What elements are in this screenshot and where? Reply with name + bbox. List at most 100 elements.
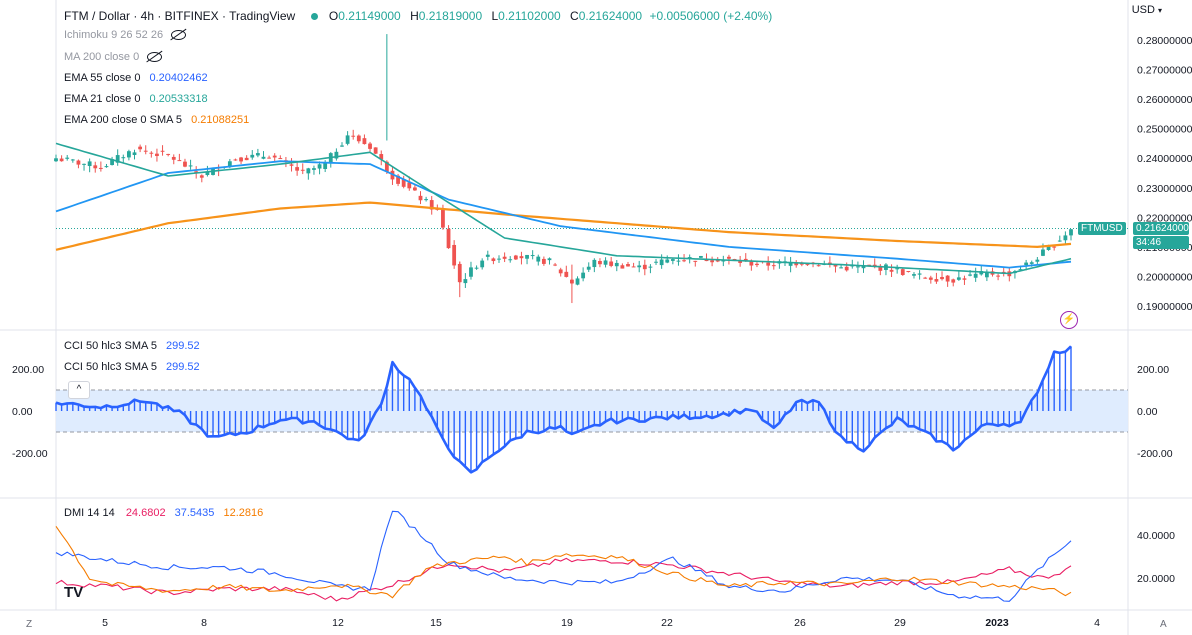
legend-ichimoku[interactable]: Ichimoku 9 26 52 26	[64, 29, 187, 41]
time-axis-label: 12	[332, 617, 344, 629]
candle-body	[138, 146, 143, 150]
adx-value: 12.2816	[223, 507, 264, 519]
time-axis-label: 15	[430, 617, 442, 629]
candle-body	[738, 260, 743, 263]
candle-body	[659, 259, 664, 266]
candle-body	[609, 261, 614, 266]
dmi-minus-value: 37.5435	[174, 507, 215, 519]
lightning-icon[interactable]: ⚡	[1060, 311, 1078, 329]
candle-body	[289, 164, 294, 166]
collapse-button[interactable]: ^	[68, 381, 90, 399]
candle-body	[418, 195, 423, 201]
candle-body	[491, 258, 496, 262]
candle-body	[149, 152, 154, 154]
hidden-eye-icon[interactable]	[147, 52, 163, 63]
candle-body	[1029, 262, 1034, 264]
candle-body	[1052, 246, 1057, 248]
candle-body	[76, 160, 81, 165]
last-price-tag: 0.21624000	[1133, 222, 1189, 235]
candle-body	[844, 266, 849, 271]
candle-body	[396, 175, 400, 184]
ema200-value: 0.21088251	[191, 114, 250, 126]
legend-ema55[interactable]: EMA 55 close 0 0.20402462	[64, 72, 208, 84]
price-tick-label: 0.20000000	[1137, 271, 1192, 283]
candle-body	[788, 262, 793, 266]
cci-axis-label-left: -200.00	[12, 448, 48, 460]
legend-cci-1[interactable]: CCI 50 hlc3 SMA 5 299.52	[64, 340, 200, 352]
ema200-label: EMA 200 close 0 SMA 5	[64, 114, 183, 126]
open-value: 0.21149000	[338, 9, 401, 23]
candle-body	[704, 259, 709, 262]
symbol-title[interactable]: FTM / Dollar · 4h · BITFINEX · TradingVi…	[64, 9, 296, 23]
candle-body	[895, 268, 900, 270]
candle-body	[962, 278, 967, 280]
candle-body	[654, 261, 658, 263]
candle-body	[805, 264, 810, 266]
ema21-value: 0.20533318	[149, 93, 208, 105]
dmi-axis-label: 40.0000	[1137, 530, 1175, 542]
change-value: +0.00506000 (+2.40%)	[649, 9, 773, 23]
high-value: 0.21819000	[418, 9, 483, 23]
candle-body	[485, 254, 490, 257]
legend-dmi[interactable]: DMI 14 14 24.6802 37.5435 12.2816	[64, 507, 263, 519]
currency-selector[interactable]: USD ▾	[1132, 4, 1162, 16]
ema21-line	[55, 142, 1072, 275]
candle-body	[856, 266, 860, 268]
time-axis-label: 2023	[985, 617, 1009, 629]
candle-body	[401, 179, 406, 187]
candle-body	[480, 260, 485, 268]
legend-ma200[interactable]: MA 200 close 0	[64, 51, 163, 63]
candle-body	[227, 161, 232, 167]
time-axis-label: 26	[794, 617, 806, 629]
candle-body	[65, 157, 70, 159]
candle-body	[771, 265, 776, 267]
candle-body	[1041, 249, 1045, 256]
time-axis-label: 29	[894, 617, 906, 629]
candle-body	[362, 138, 367, 145]
candle-body	[244, 157, 249, 161]
candle-body	[497, 258, 501, 260]
legend-ema21[interactable]: EMA 21 close 0 0.20533318	[64, 93, 208, 105]
tradingview-logo[interactable]: TV	[64, 584, 84, 601]
price-tick-label: 0.27000000	[1137, 65, 1192, 77]
candle-body	[934, 279, 939, 282]
candle-body	[306, 168, 311, 174]
candle-body	[541, 258, 546, 264]
candle-body	[839, 267, 843, 269]
candle-body	[384, 161, 389, 172]
candle-body	[945, 275, 950, 282]
candle-body	[54, 158, 58, 162]
time-axis-label: 5	[102, 617, 108, 629]
candle-body	[98, 167, 103, 169]
candle-body	[340, 145, 344, 147]
candle-body	[968, 274, 972, 276]
candle-body	[670, 259, 675, 261]
candle-body	[1046, 245, 1051, 250]
cci-label: CCI 50 hlc3 SMA 5	[64, 361, 157, 373]
candle-body	[749, 261, 754, 266]
ema200-line	[55, 201, 1072, 251]
legend-ema200[interactable]: EMA 200 close 0 SMA 5 0.21088251	[64, 114, 249, 126]
candle-body	[155, 153, 159, 157]
candle-body	[581, 272, 586, 279]
hidden-eye-icon[interactable]	[171, 30, 187, 41]
auto-scale-button[interactable]: A	[1160, 619, 1167, 630]
candle-body	[82, 163, 86, 165]
candle-body	[356, 135, 361, 142]
timezone-button[interactable]: Z	[26, 619, 33, 630]
price-tick-label: 0.28000000	[1137, 35, 1192, 47]
ema55-label: EMA 55 close 0	[64, 72, 141, 84]
candle-body	[973, 273, 978, 278]
close-label: C	[570, 9, 579, 23]
candle-body	[278, 158, 283, 160]
price-tick-label: 0.19000000	[1137, 301, 1192, 313]
dmi-adx-line	[55, 525, 1072, 599]
candle-body	[687, 257, 692, 259]
legend-cci-2[interactable]: CCI 50 hlc3 SMA 5 299.52	[64, 361, 200, 373]
candle-body	[452, 244, 457, 266]
candle-body	[429, 200, 434, 210]
candle-body	[693, 260, 698, 262]
countdown-tag: 34:46	[1133, 236, 1189, 249]
candle-body	[1063, 235, 1068, 241]
